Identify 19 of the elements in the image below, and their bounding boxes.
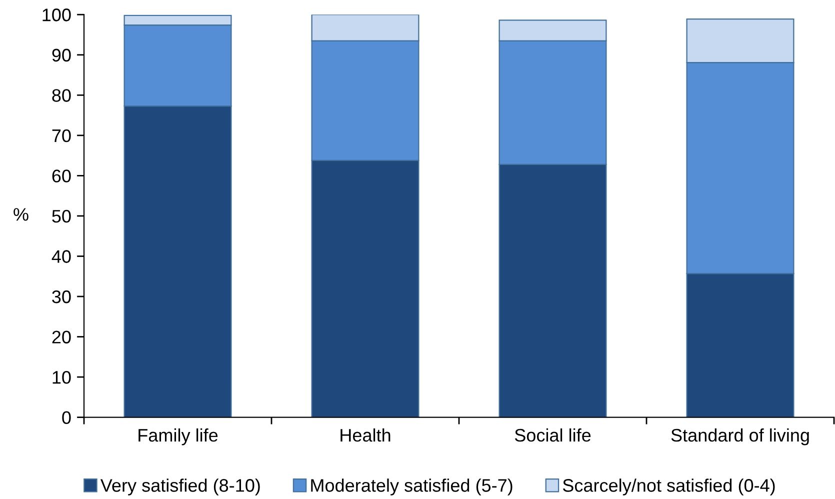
y-tick-label: 100 xyxy=(42,8,71,22)
y-axis-title: % xyxy=(14,208,28,221)
legend-label: Very satisfied (8-10) xyxy=(100,478,260,496)
x-tick-label: Standard of living xyxy=(671,428,809,446)
y-tick-label: 60 xyxy=(52,170,71,182)
y-tick-label: 30 xyxy=(52,290,71,304)
x-tick-label: Social life xyxy=(514,428,591,442)
legend-label: Moderately satisfied (5-7) xyxy=(311,478,512,496)
x-tick-label: Health xyxy=(340,428,390,442)
y-tick-label: 70 xyxy=(52,129,71,142)
y-tick-label: 10 xyxy=(52,370,71,384)
x-tick-label: Family life xyxy=(138,428,218,446)
legend-label: Scarcely/not satisfied (0-4) xyxy=(562,478,775,496)
y-tick-label: 80 xyxy=(52,89,71,102)
y-tick-label: 0 xyxy=(62,411,71,424)
y-tick-label: 20 xyxy=(52,330,71,344)
y-tick-label: 50 xyxy=(52,210,71,223)
y-tick-label: 40 xyxy=(52,250,71,263)
y-tick-label: 90 xyxy=(52,48,71,62)
